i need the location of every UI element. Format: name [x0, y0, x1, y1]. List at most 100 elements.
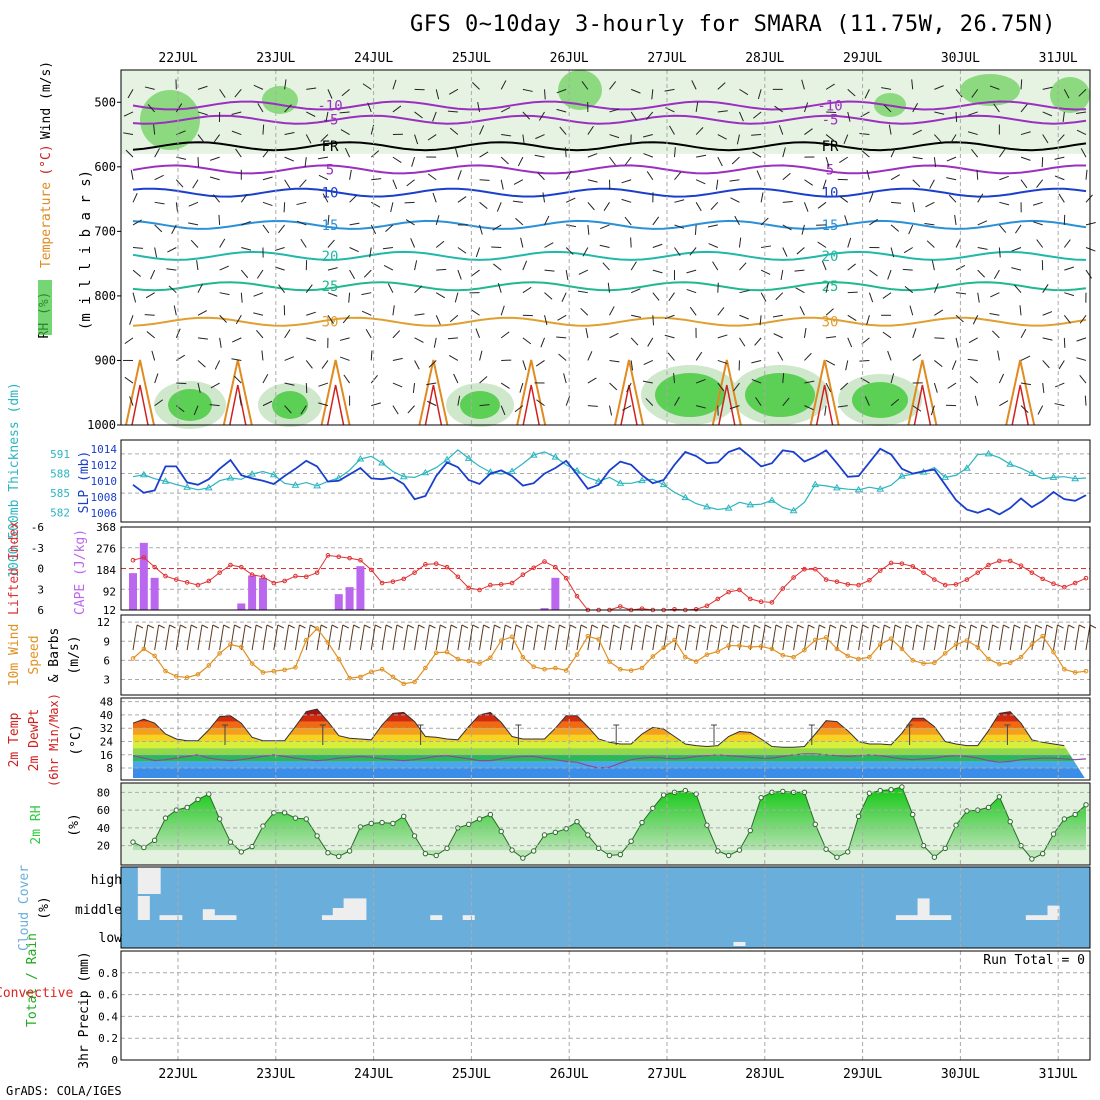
wind-barb: [782, 147, 786, 158]
wind-barb: [934, 337, 945, 339]
wind-barb: [869, 218, 878, 226]
lifted-index-point: [498, 582, 504, 587]
wind-speed-point: [303, 637, 309, 643]
wind-barb: [436, 268, 447, 271]
wind-barb: [602, 262, 610, 271]
wind-barb: [327, 89, 333, 99]
wind-speed-point: [823, 635, 829, 640]
wind-barb: [630, 111, 638, 121]
rh-point: [834, 854, 840, 860]
wind-barb: [176, 382, 187, 385]
wind-barb: [817, 241, 827, 248]
wind-barb: [197, 360, 206, 368]
wind-barb: [888, 124, 892, 135]
wind-barb: [1036, 239, 1044, 248]
wind-barb: [449, 127, 459, 135]
lifted-index-point: [325, 553, 331, 558]
wind-barb: [708, 243, 718, 248]
cloud-bar-middle: [354, 898, 367, 920]
wind-barb: [955, 314, 964, 323]
rh-area: [133, 787, 1086, 859]
lifted-index-point: [238, 564, 244, 570]
wind-barb: [500, 624, 506, 651]
wind-barb: [652, 243, 663, 248]
wind-barb: [472, 82, 480, 90]
wind-barb: [673, 147, 676, 158]
wind-barb: [256, 329, 264, 339]
wind-barb: [847, 88, 856, 97]
lifted-index-point: [1062, 584, 1067, 590]
x-tick-label-bottom: 29JUL: [843, 1067, 882, 1082]
isotherm-line: [131, 384, 149, 426]
wind-barb: [475, 328, 481, 339]
rh-point: [682, 787, 689, 794]
wind-barb: [1085, 169, 1088, 180]
wind-speed-point: [921, 661, 926, 666]
thickness-point: [204, 483, 213, 491]
wind-barb: [414, 260, 418, 271]
wind-barb: [858, 624, 864, 651]
wind-barb: [429, 624, 436, 629]
wind-barb: [1058, 360, 1065, 370]
wind-barb: [124, 337, 134, 345]
wind-barb: [912, 624, 918, 651]
wind-barb: [318, 174, 329, 181]
y-axis-label-rh2m-unit: (%): [67, 813, 82, 836]
wind-barb: [988, 624, 994, 651]
wind-barb: [256, 269, 264, 279]
wind-barb: [990, 292, 1000, 298]
wind-barb: [127, 89, 134, 99]
y-axis-label-precip: 3hr Precip (mm): [77, 951, 92, 1068]
rh-point: [509, 847, 515, 853]
wind-barb: [514, 405, 524, 413]
rh-point: [292, 815, 299, 821]
isotherm-label: -10: [817, 99, 842, 115]
rh-point: [953, 822, 959, 828]
wind-barb: [457, 269, 462, 280]
wind-barb: [581, 80, 589, 90]
wind-barb: [151, 350, 156, 361]
wind-speed-point: [1062, 666, 1067, 672]
thickness-point: [399, 472, 408, 480]
wind-speed-point: [423, 665, 428, 671]
wind-barb: [1020, 355, 1031, 361]
slp-line: [132, 446, 1087, 516]
wind-barb: [873, 624, 880, 629]
wind-barb: [1020, 382, 1031, 386]
wind-barb: [261, 350, 264, 361]
wind-barb: [839, 195, 849, 203]
wind-barb: [427, 134, 437, 141]
wind-barb: [843, 134, 849, 145]
wind-barb: [479, 151, 489, 158]
wind-barb: [851, 624, 858, 629]
wind-barb: [262, 176, 273, 181]
lifted-index-point: [942, 582, 948, 588]
lifted-index-point: [152, 564, 157, 570]
wind-barb: [341, 88, 350, 97]
rh-legend-swatch: [38, 280, 52, 335]
wind-barb: [197, 310, 208, 316]
cloud-bar-middle: [224, 915, 237, 920]
isotherm-line: [1011, 384, 1029, 426]
wind-speed-point: [596, 637, 601, 642]
y-tick-label-left: -6: [31, 521, 44, 534]
wind-barb: [540, 337, 545, 348]
lifted-index-point: [260, 574, 266, 580]
wind-barb: [652, 315, 655, 326]
wind-barb: [299, 624, 306, 629]
wind-barb: [621, 179, 632, 184]
rh-point: [845, 849, 851, 855]
wind-speed-point: [986, 656, 991, 662]
wind-barb: [219, 314, 227, 323]
wind-speed-point: [672, 637, 677, 643]
wind-barb: [912, 328, 917, 339]
wind-barb: [197, 134, 205, 143]
wind-barb: [609, 81, 617, 90]
wind-barb: [695, 101, 699, 113]
wind-barb: [410, 238, 416, 248]
wind-barb: [699, 624, 707, 629]
wind-barb: [664, 334, 675, 339]
wind-barb: [1024, 624, 1032, 629]
wind-barb: [274, 247, 285, 251]
thickness-point: [594, 477, 603, 484]
